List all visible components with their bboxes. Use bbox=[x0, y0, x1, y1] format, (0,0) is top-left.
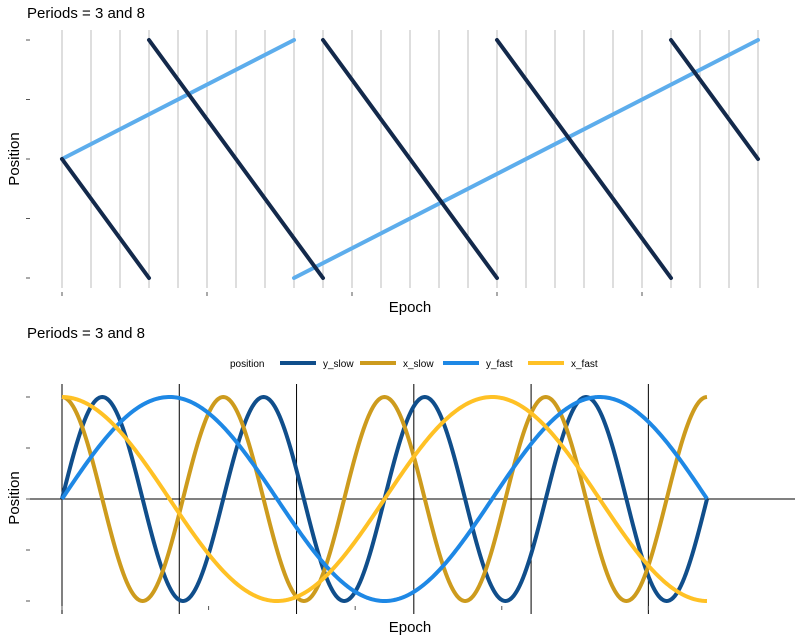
series-line-x_slow bbox=[61, 395, 708, 603]
top-chart-title: Periods = 3 and 8 bbox=[27, 5, 145, 22]
bottom-ticks bbox=[26, 396, 649, 610]
series-line-y_fast bbox=[60, 395, 709, 603]
bottom-panel: Periods = 3 and 8 position y_slow x_slow y… bbox=[6, 325, 795, 636]
legend-label-y_slow: y_slow bbox=[323, 359, 354, 370]
top-x-axis-label: Epoch bbox=[389, 299, 432, 316]
legend: position y_slow x_slow y_fast x_fast bbox=[230, 359, 598, 370]
top-series-dark-segment bbox=[321, 38, 499, 280]
bottom-grid bbox=[30, 384, 795, 614]
bottom-chart-title: Periods = 3 and 8 bbox=[27, 325, 145, 342]
top-series bbox=[60, 38, 760, 280]
legend-label-y_fast: y_fast bbox=[486, 359, 513, 370]
top-series-dark-segment bbox=[60, 157, 151, 280]
top-series-dark-segment bbox=[147, 38, 325, 280]
top-series-light-segment bbox=[60, 38, 296, 161]
series-line-x_fast bbox=[61, 395, 708, 603]
top-series-dark-segment bbox=[495, 38, 673, 280]
top-ticks bbox=[26, 39, 643, 296]
bottom-x-axis-label: Epoch bbox=[389, 619, 432, 636]
top-series-light-segment bbox=[292, 38, 760, 280]
legend-label-x_fast: x_fast bbox=[571, 359, 598, 370]
legend-label-x_slow: x_slow bbox=[403, 359, 434, 370]
top-series-dark-segment bbox=[669, 38, 760, 161]
top-y-axis-label: Position bbox=[6, 132, 23, 185]
top-panel: Periods = 3 and 8 Epoch Position bbox=[6, 5, 760, 316]
legend-title: position bbox=[230, 359, 264, 370]
bottom-y-axis-label: Position bbox=[6, 471, 23, 524]
bottom-series bbox=[60, 395, 709, 603]
